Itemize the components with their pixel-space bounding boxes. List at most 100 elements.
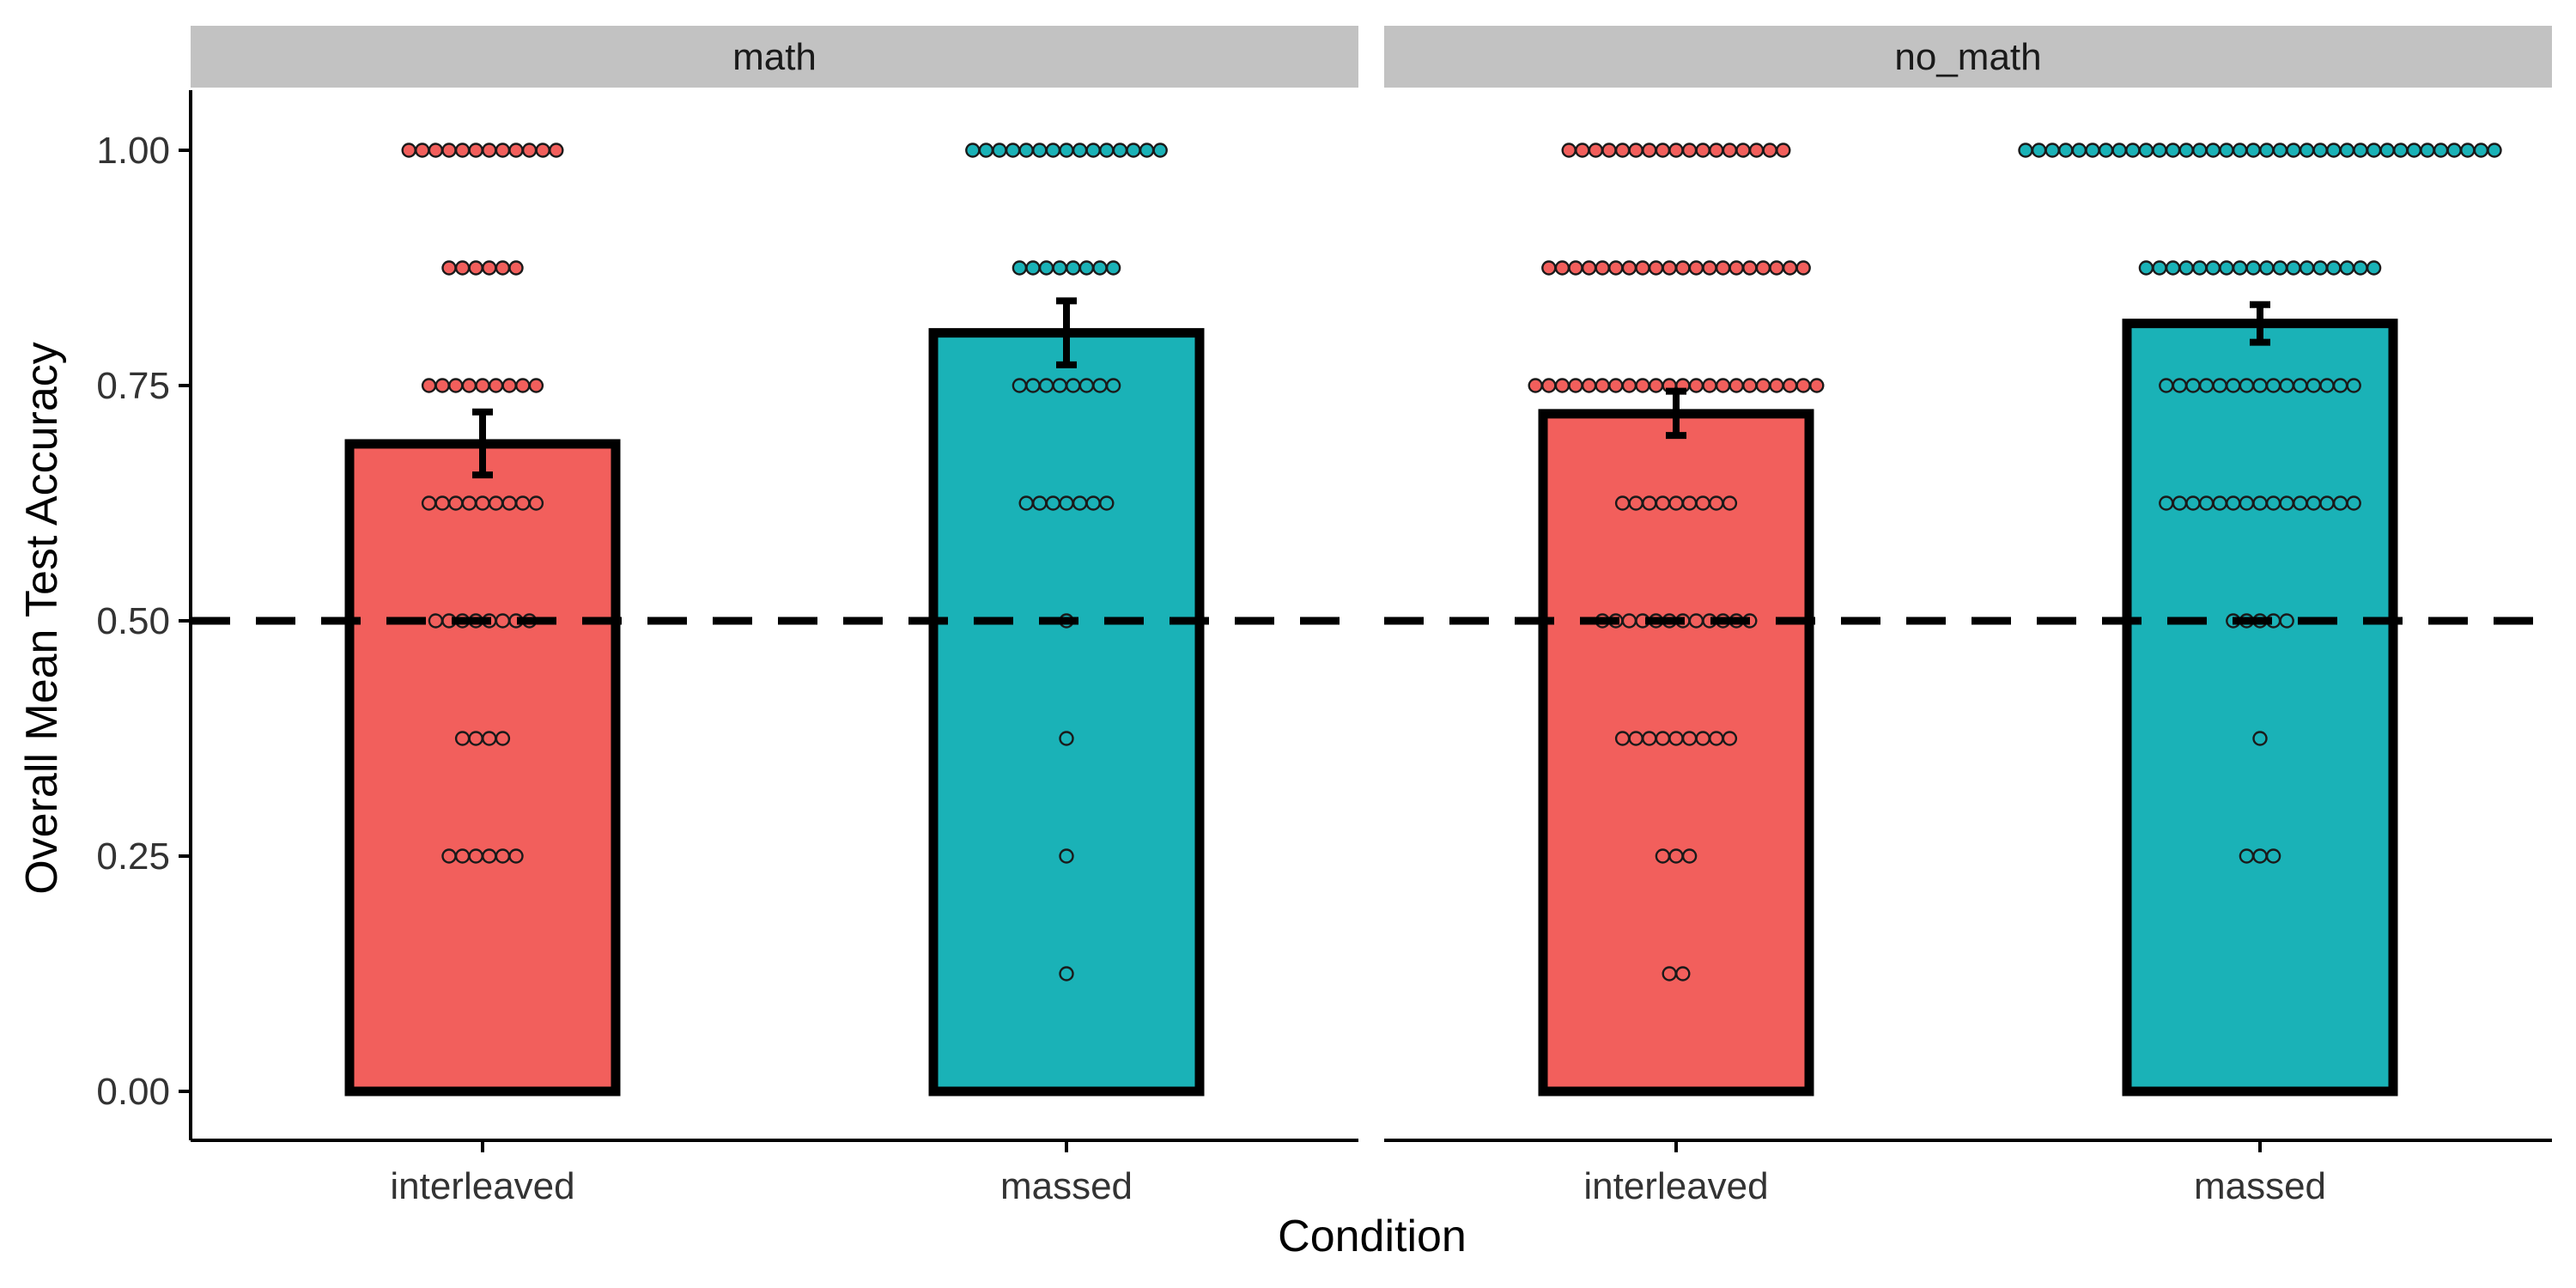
data-point: [1702, 260, 1717, 276]
data-point: [508, 848, 524, 864]
bar-interleaved: [344, 439, 621, 1097]
data-point: [1728, 260, 1744, 276]
data-point: [2044, 143, 2060, 158]
data-point: [1769, 260, 1784, 276]
data-point: [468, 260, 483, 276]
y-tick-label: 1.00: [96, 130, 170, 172]
data-point: [1635, 260, 1650, 276]
data-point: [2286, 260, 2301, 276]
data-point: [2259, 260, 2275, 276]
x-tick-label: interleaved: [1583, 1165, 1768, 1207]
data-point: [428, 143, 444, 158]
facet-strip-label: no_math: [1894, 36, 2041, 78]
data-point: [1621, 378, 1637, 393]
data-point: [535, 143, 550, 158]
bar-interleaved: [1538, 409, 1814, 1097]
data-point: [1769, 378, 1784, 393]
panel-math: math interleaved massed: [191, 26, 1358, 1207]
data-point: [2279, 613, 2294, 629]
data-point: [1614, 143, 1631, 158]
data-point: [1621, 260, 1637, 276]
data-point: [2326, 260, 2342, 276]
data-point: [1748, 143, 1765, 158]
data-point: [1005, 143, 1021, 158]
data-point: [2487, 143, 2502, 158]
data-point: [2031, 143, 2047, 158]
data-point: [2406, 143, 2422, 158]
data-point: [1809, 378, 1825, 393]
data-point: [1554, 378, 1571, 393]
data-point: [2312, 260, 2328, 276]
data-point: [1635, 378, 1650, 393]
data-point: [434, 378, 450, 393]
data-point: [2299, 260, 2315, 276]
data-point: [421, 378, 437, 393]
data-point: [2339, 143, 2355, 158]
data-point: [2346, 378, 2361, 393]
data-point: [1105, 378, 1121, 393]
data-point: [1668, 143, 1684, 158]
data-point: [441, 143, 457, 158]
data-point: [2071, 143, 2087, 158]
data-point: [482, 143, 497, 158]
data-point: [2152, 260, 2167, 276]
data-point: [1012, 260, 1028, 276]
data-point: [1126, 143, 1141, 158]
data-point: [2259, 143, 2275, 158]
data-point: [2098, 143, 2114, 158]
data-point: [2473, 143, 2489, 158]
data-point: [1528, 378, 1543, 393]
data-point: [2219, 260, 2234, 276]
data-point: [515, 378, 531, 393]
data-point: [2138, 260, 2154, 276]
data-point: [1675, 966, 1691, 981]
data-point: [1072, 143, 1088, 158]
facet-strip: [191, 26, 1358, 88]
data-point: [2393, 143, 2409, 158]
data-point: [2252, 731, 2268, 746]
data-point: [1655, 143, 1671, 158]
data-point: [2165, 260, 2181, 276]
data-point: [1601, 143, 1617, 158]
data-point: [528, 378, 544, 393]
data-point: [2219, 143, 2234, 158]
data-point: [1541, 260, 1557, 276]
data-point: [1642, 143, 1657, 158]
data-point: [2205, 143, 2221, 158]
y-axis-title: Overall Mean Test Accuracy: [17, 342, 67, 895]
data-point: [2205, 260, 2221, 276]
data-point: [508, 260, 524, 276]
data-point: [1675, 260, 1691, 276]
data-point: [1588, 143, 1604, 158]
data-point: [2353, 260, 2368, 276]
data-point: [1795, 260, 1811, 276]
data-point: [1099, 143, 1115, 158]
data-point: [2272, 260, 2288, 276]
data-point: [448, 378, 464, 393]
data-point: [401, 143, 416, 158]
data-point: [1554, 260, 1571, 276]
data-point: [1152, 143, 1168, 158]
data-point: [1782, 378, 1798, 393]
data-point: [2339, 260, 2355, 276]
data-point: [1742, 378, 1758, 393]
data-point: [475, 378, 490, 393]
data-point: [1648, 378, 1664, 393]
data-point: [461, 378, 477, 393]
y-tick-label: 0.25: [96, 835, 170, 878]
data-point: [2379, 143, 2395, 158]
data-point: [2265, 848, 2281, 864]
data-point: [521, 143, 538, 158]
data-point: [482, 260, 497, 276]
data-point: [992, 143, 1007, 158]
data-point: [1066, 260, 1081, 276]
data-point: [1092, 260, 1108, 276]
data-point: [2085, 143, 2100, 158]
data-point: [2299, 143, 2315, 158]
data-point: [508, 143, 524, 158]
data-point: [1688, 260, 1704, 276]
data-point: [468, 143, 483, 158]
y-tick-label: 0.50: [96, 600, 170, 642]
